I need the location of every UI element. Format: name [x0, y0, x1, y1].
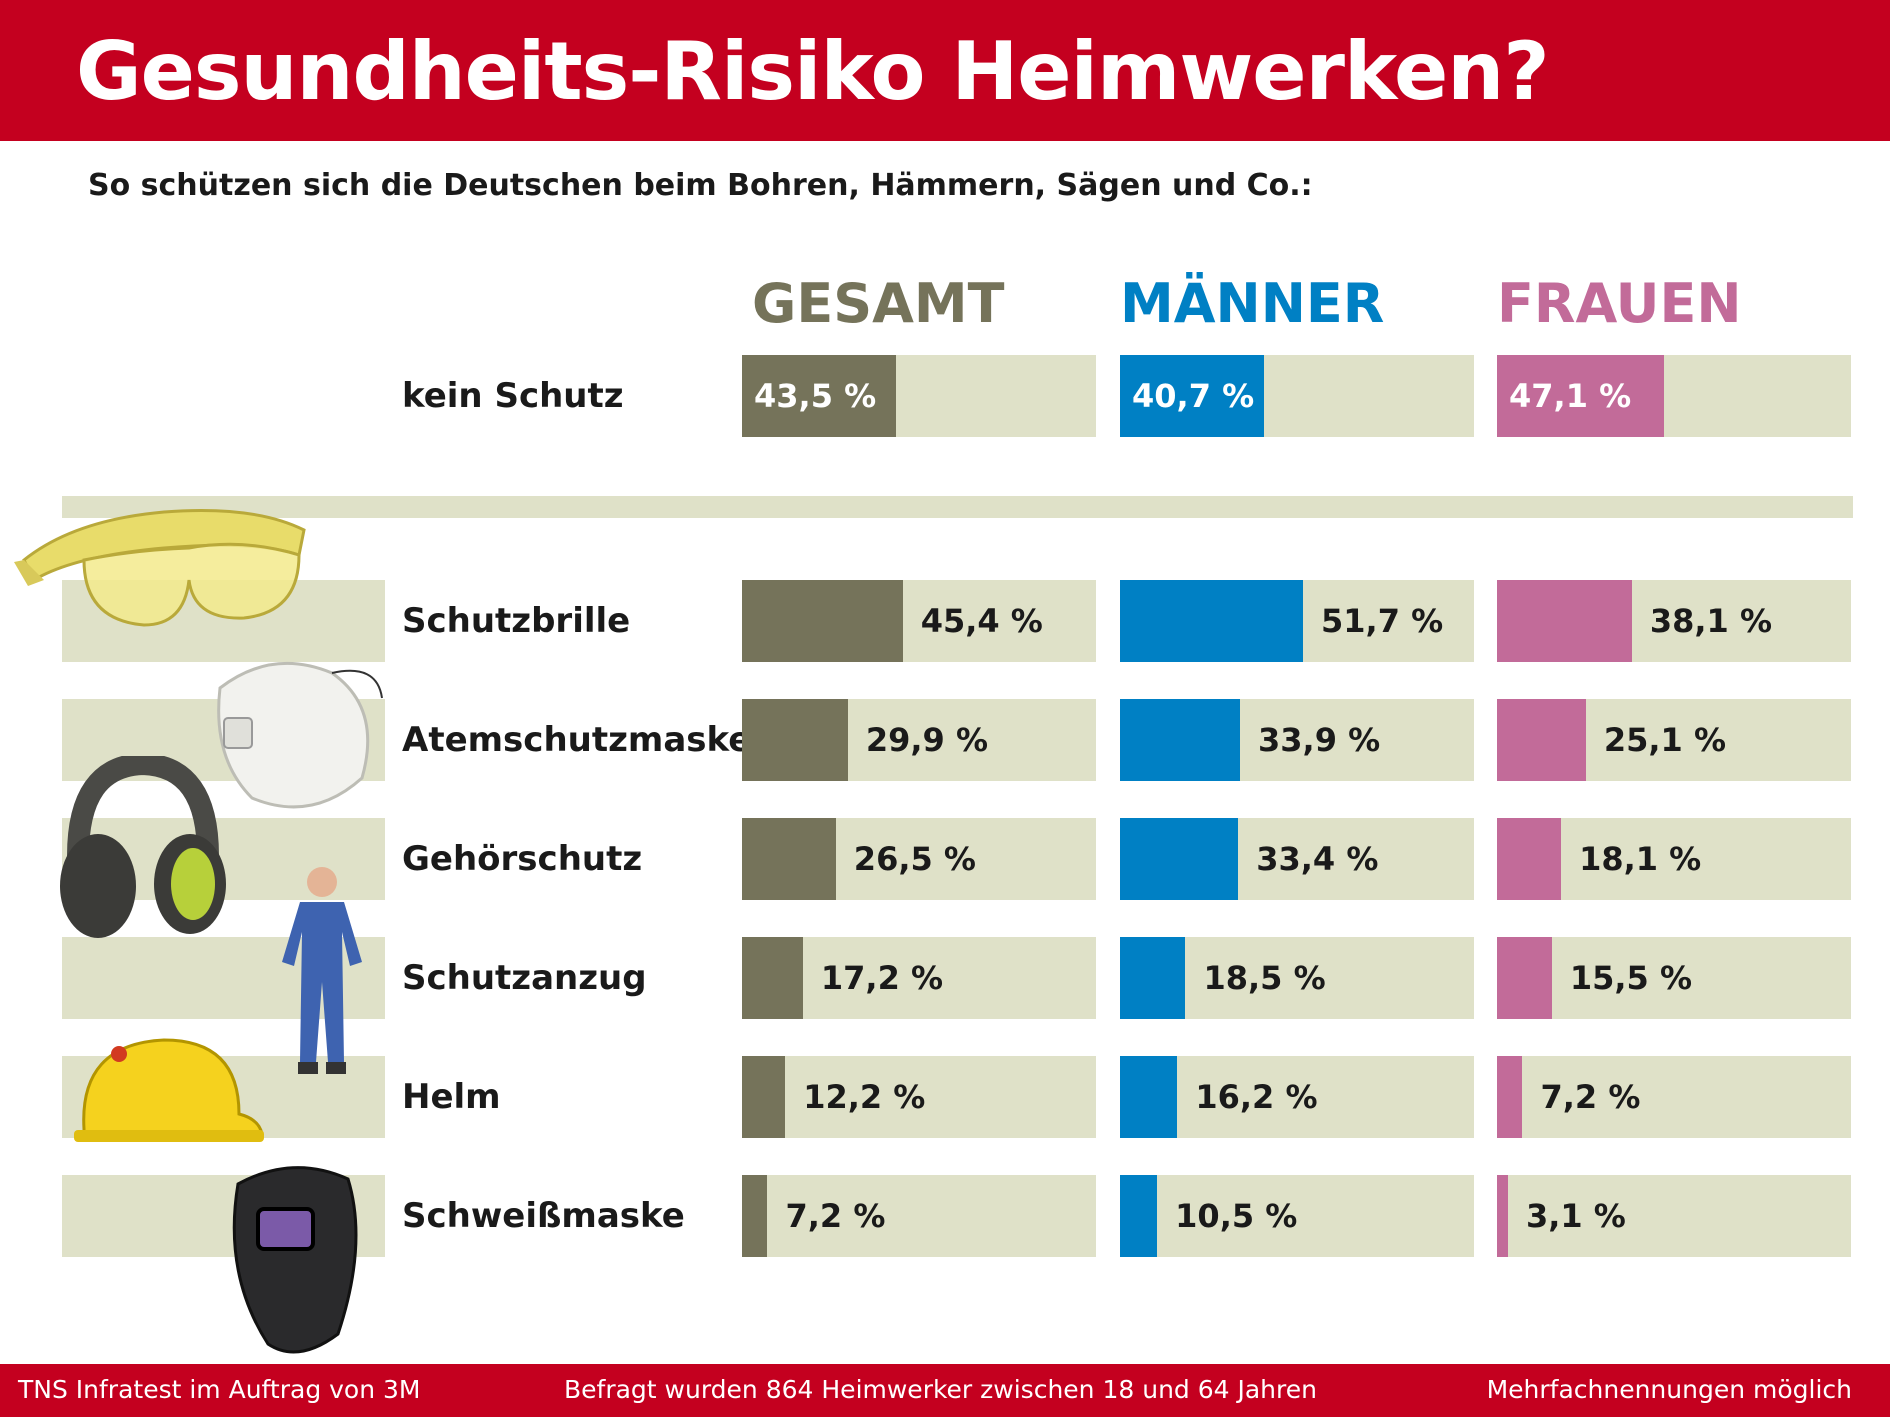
data-label: 15,5 %: [1569, 959, 1693, 997]
bar: [742, 937, 803, 1019]
bar: [742, 1056, 786, 1138]
coverall-suit-icon: [282, 867, 362, 1074]
data-label: 7,2 %: [1540, 1078, 1641, 1116]
data-label: 26,5 %: [853, 840, 976, 878]
data-label: 12,2 %: [803, 1078, 926, 1116]
bar: [1497, 699, 1586, 781]
category-label: Schutzbrille: [402, 601, 631, 641]
data-label: 45,4 %: [920, 602, 1043, 640]
category-label: Schweißmaske: [402, 1196, 685, 1236]
bar-track: 33,4 %: [1120, 818, 1474, 900]
footer-sample: Befragt wurden 864 Heimwerker zwischen 1…: [564, 1375, 1317, 1404]
bar-track: 3,1 %: [1497, 1175, 1851, 1257]
data-label: 40,7 %: [1132, 377, 1255, 415]
separator-band: [62, 496, 1853, 518]
respirator-mask-icon: [217, 661, 383, 809]
bar: [742, 699, 848, 781]
footer-note: Mehrfachnennungen möglich: [1486, 1375, 1852, 1404]
data-label: 38,1 %: [1649, 602, 1773, 640]
data-label: 51,7 %: [1321, 602, 1444, 640]
data-label: 33,4 %: [1256, 840, 1379, 878]
bar: [1497, 580, 1632, 662]
category-label: Helm: [402, 1077, 501, 1117]
bar-track: 38,1 %: [1497, 580, 1851, 662]
bar-track: 18,1 %: [1497, 818, 1851, 900]
bar-track: 17,2 %: [742, 937, 1096, 1019]
page-title: Gesundheits-Risiko Heimwerken?: [76, 25, 1550, 118]
data-label: 25,1 %: [1603, 721, 1726, 759]
bar: [1497, 355, 1664, 437]
category-label: Gehörschutz: [402, 839, 643, 879]
subtitle: So schützen sich die Deutschen beim Bohr…: [88, 168, 1313, 203]
bar-track: 26,5 %: [742, 818, 1096, 900]
data-label: 18,1 %: [1579, 840, 1702, 878]
column-header-frauen: FRAUEN: [1497, 272, 1742, 335]
bar: [1497, 818, 1562, 900]
bar-track: 7,2 %: [1497, 1056, 1851, 1138]
hard-hat-icon: [74, 1038, 264, 1142]
data-label: 3,1 %: [1525, 1197, 1626, 1235]
bar-track: 33,9 %: [1120, 699, 1474, 781]
footer-bar: [0, 1364, 1890, 1417]
bar-track: 29,9 %: [742, 699, 1096, 781]
bar-track: 16,2 %: [1120, 1056, 1474, 1138]
data-label: 7,2 %: [785, 1197, 886, 1235]
column-header-maenner: MÄNNER: [1120, 272, 1385, 335]
data-label: 16,2 %: [1195, 1078, 1318, 1116]
data-label: 33,9 %: [1258, 721, 1381, 759]
column-header-gesamt: GESAMT: [752, 272, 1005, 335]
welding-mask-icon: [232, 1166, 358, 1354]
data-label: 10,5 %: [1175, 1197, 1298, 1235]
bar: [1120, 1175, 1158, 1257]
data-label: 29,9 %: [865, 721, 988, 759]
bar-track: 10,5 %: [1120, 1175, 1474, 1257]
bar-track: 15,5 %: [1497, 937, 1851, 1019]
title-bar: [0, 0, 1890, 141]
bar: [1497, 1056, 1523, 1138]
safety-glasses-icon: [14, 508, 306, 627]
bar: [742, 1175, 768, 1257]
bar: [742, 580, 903, 662]
bar-track: 25,1 %: [1497, 699, 1851, 781]
category-label: Atemschutzmaske: [402, 720, 752, 760]
category-label: Schutzanzug: [402, 958, 647, 998]
bar: [742, 818, 836, 900]
bar: [1497, 937, 1552, 1019]
bar: [742, 355, 896, 437]
bar-track: 7,2 %: [742, 1175, 1096, 1257]
bar-track: 40,7 %: [1120, 355, 1474, 437]
bar: [1120, 937, 1186, 1019]
footer-source: TNS Infratest im Auftrag von 3M: [18, 1375, 421, 1404]
bar: [1120, 699, 1240, 781]
ear-muffs-icon: [60, 756, 226, 938]
bar: [1120, 580, 1304, 662]
data-label: 47,1 %: [1509, 377, 1632, 415]
bar: [1120, 1056, 1178, 1138]
data-label: 17,2 %: [820, 959, 944, 997]
bar-track: 12,2 %: [742, 1056, 1096, 1138]
bar: [1120, 355, 1265, 437]
bar: [1120, 818, 1239, 900]
bar-track: 51,7 %: [1120, 580, 1474, 662]
bar-track: 47,1 %: [1497, 355, 1851, 437]
bar: [1497, 1175, 1508, 1257]
data-label: 43,5 %: [754, 377, 877, 415]
category-label: kein Schutz: [402, 376, 624, 416]
data-label: 18,5 %: [1203, 959, 1326, 997]
bar-track: 43,5 %: [742, 355, 1096, 437]
bar-track: 18,5 %: [1120, 937, 1474, 1019]
bar-track: 45,4 %: [742, 580, 1096, 662]
